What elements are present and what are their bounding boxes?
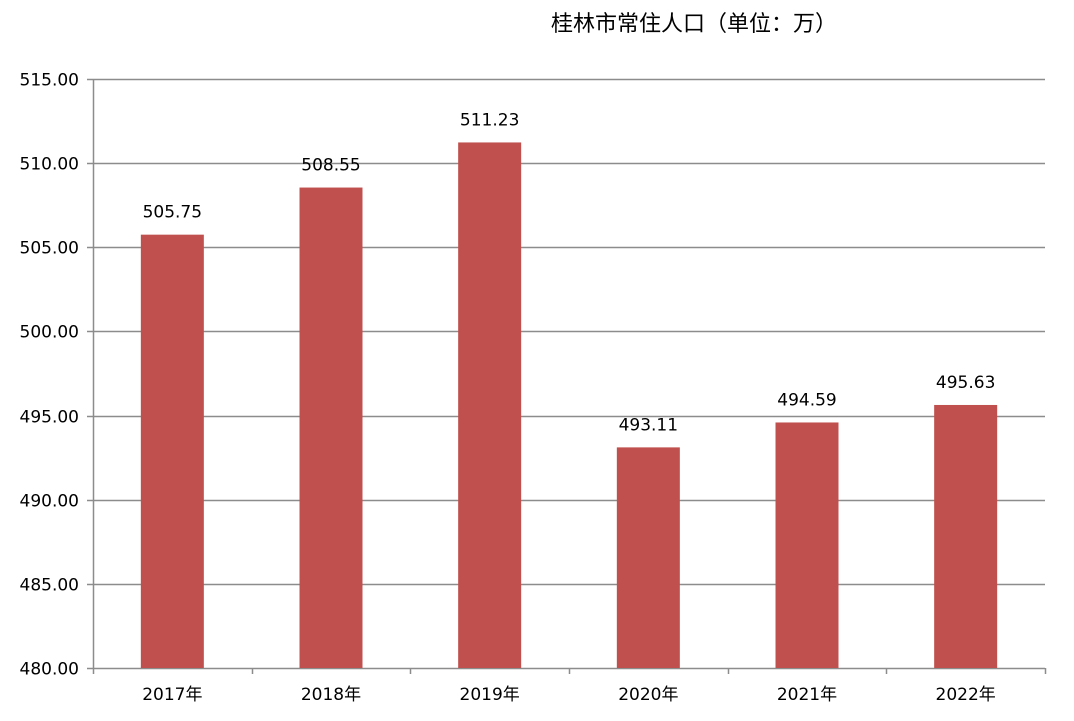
bars bbox=[140, 142, 998, 668]
data-label: 508.55 bbox=[301, 156, 360, 176]
bar bbox=[934, 404, 998, 668]
bar bbox=[299, 187, 363, 668]
x-tick-label: 2022年 bbox=[936, 685, 996, 705]
data-label: 505.75 bbox=[143, 203, 202, 223]
y-tick-label: 490.00 bbox=[20, 492, 79, 512]
data-label: 495.63 bbox=[936, 373, 995, 393]
bar bbox=[616, 447, 680, 668]
y-tick-label: 515.00 bbox=[20, 71, 79, 91]
data-label: 511.23 bbox=[460, 110, 519, 130]
y-tick-label: 510.00 bbox=[20, 155, 79, 175]
chart-title: 桂林市常住人口（单位：万） bbox=[551, 12, 837, 37]
x-tick-label: 2018年 bbox=[301, 685, 361, 705]
data-label: 493.11 bbox=[619, 415, 678, 435]
x-tick-label: 2019年 bbox=[460, 685, 520, 705]
x-tick-label: 2021年 bbox=[777, 685, 837, 705]
gridlines bbox=[87, 78, 1045, 586]
y-tick-label: 480.00 bbox=[20, 660, 79, 680]
y-tick-label: 495.00 bbox=[20, 408, 79, 428]
bar bbox=[775, 422, 839, 668]
x-tick-label: 2017年 bbox=[142, 685, 202, 705]
bar bbox=[140, 234, 204, 668]
x-tick-label: 2020年 bbox=[618, 685, 678, 705]
axes bbox=[87, 79, 1047, 674]
data-label: 494.59 bbox=[777, 390, 836, 410]
y-tick-label: 485.00 bbox=[20, 576, 79, 596]
labels: 480.00 485.00 490.00 495.00 500.00 505.00 510.… bbox=[20, 71, 996, 706]
y-tick-label: 500.00 bbox=[20, 323, 79, 343]
y-tick-label: 505.00 bbox=[20, 239, 79, 259]
bar bbox=[458, 142, 522, 668]
